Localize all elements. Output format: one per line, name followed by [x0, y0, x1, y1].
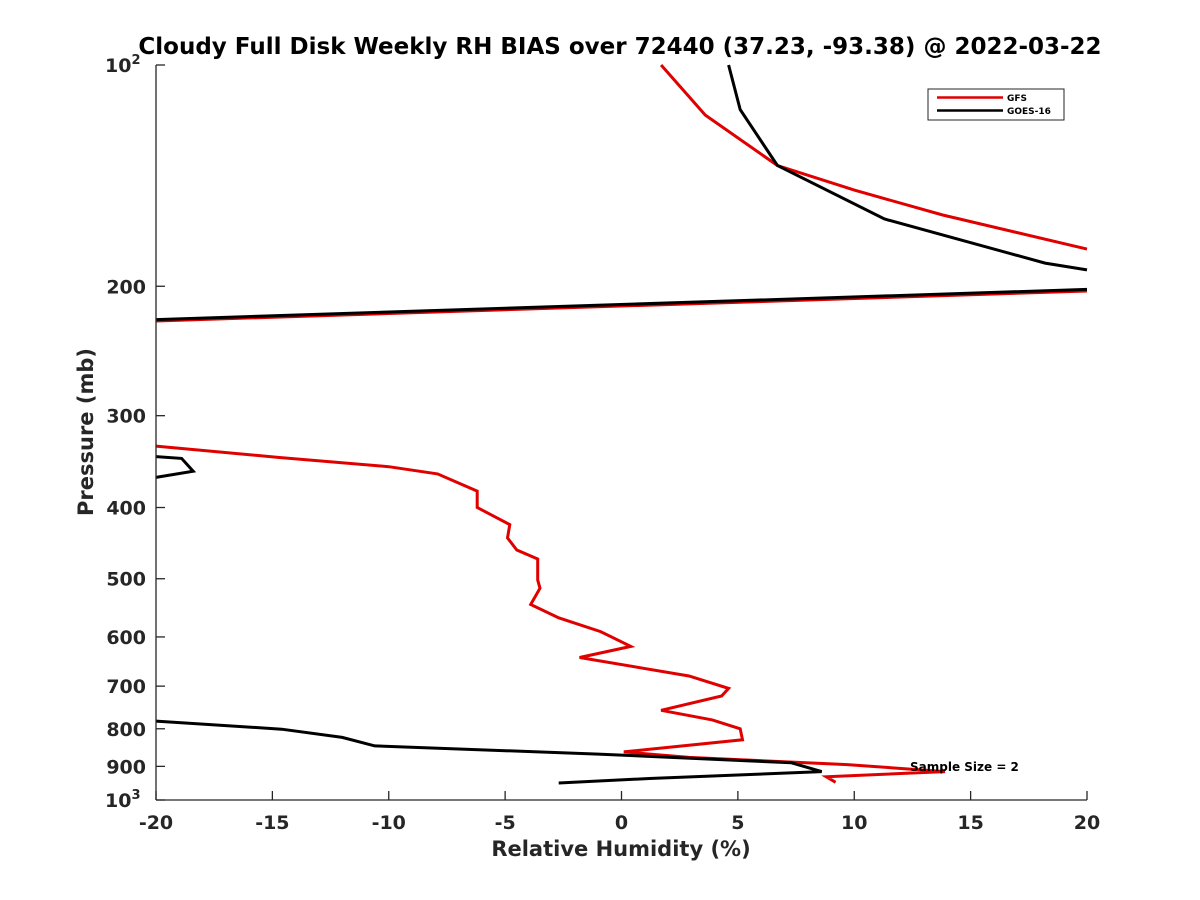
- y-axis-label: Pressure (mb): [74, 348, 98, 516]
- sample-size-annotation: Sample Size = 2: [910, 760, 1019, 774]
- y-tick-label: 400: [106, 498, 146, 520]
- x-tick-label: 20: [1074, 812, 1100, 834]
- y-tick-label: 500: [106, 569, 146, 591]
- y-axis-ticks: 102 200 300 400 500 600 700 800 900 103: [105, 53, 165, 812]
- legend: GFS GOES-16: [927, 88, 1065, 121]
- x-tick-label: -5: [495, 812, 516, 834]
- legend-label-gfs: GFS: [1007, 94, 1027, 104]
- plot-area: [155, 64, 1088, 785]
- y-tick-label: 103: [105, 788, 141, 812]
- y-tick-label: 800: [106, 719, 146, 741]
- series-line-gfs-0: [659, 64, 1088, 251]
- x-tick-label: 15: [957, 812, 983, 834]
- series-line-gfs-2: [155, 444, 946, 784]
- y-tick-label: 200: [106, 276, 146, 298]
- series-line-goes16-3: [155, 719, 823, 785]
- y-tick-label: 700: [106, 676, 146, 698]
- y-tick-label: 900: [106, 756, 146, 778]
- x-tick-label: -10: [372, 812, 406, 834]
- y-tick-label: 300: [106, 406, 146, 428]
- series-line-goes16-1: [155, 287, 1088, 322]
- x-tick-label: 5: [731, 812, 744, 834]
- x-tick-label: 0: [615, 812, 628, 834]
- chart-title: Cloudy Full Disk Weekly RH BIAS over 724…: [138, 34, 1101, 60]
- legend-box: [927, 88, 1065, 121]
- series-line-goes16-0: [727, 64, 1088, 272]
- y-tick-label: 600: [106, 627, 146, 649]
- series-line-goes16-2: [155, 455, 197, 479]
- x-axis-label: Relative Humidity (%): [491, 837, 750, 861]
- x-axis-ticks: -20 -15 -10 -5 0 5 10 15 20: [139, 791, 1100, 834]
- y-tick-label: 102: [105, 53, 141, 77]
- legend-label-goes16: GOES-16: [1007, 107, 1051, 117]
- x-tick-label: -20: [139, 812, 173, 834]
- x-tick-label: 10: [841, 812, 867, 834]
- x-tick-label: -15: [255, 812, 289, 834]
